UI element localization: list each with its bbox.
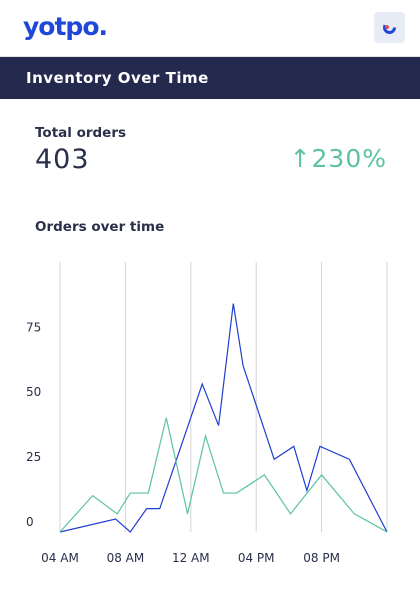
y-tick-label: 75	[26, 320, 41, 334]
summary-change: ↑230%	[289, 144, 387, 173]
header: yotpo.	[0, 0, 420, 57]
x-tick-label: 12 AM	[172, 551, 210, 565]
summary-label: Total orders	[35, 125, 127, 141]
logo[interactable]: yotpo.	[23, 12, 108, 41]
series-line	[59, 417, 388, 533]
x-tick-label: 08 AM	[107, 551, 145, 565]
y-tick-label: 50	[26, 385, 41, 399]
x-tick-label: 04 PM	[238, 551, 275, 565]
chart-title: Orders over time	[35, 219, 165, 235]
y-tick-label: 0	[26, 515, 34, 529]
banner-title: Inventory Over Time	[26, 69, 209, 87]
x-tick-label: 08 PM	[303, 551, 340, 565]
y-tick-label: 25	[26, 450, 41, 464]
summary-value: 403	[35, 144, 90, 175]
x-tick-label: 04 AM	[41, 551, 79, 565]
icon-graphic	[383, 21, 396, 34]
account-icon[interactable]	[374, 12, 405, 43]
series-line	[59, 303, 388, 533]
banner: Inventory Over Time	[0, 57, 420, 99]
